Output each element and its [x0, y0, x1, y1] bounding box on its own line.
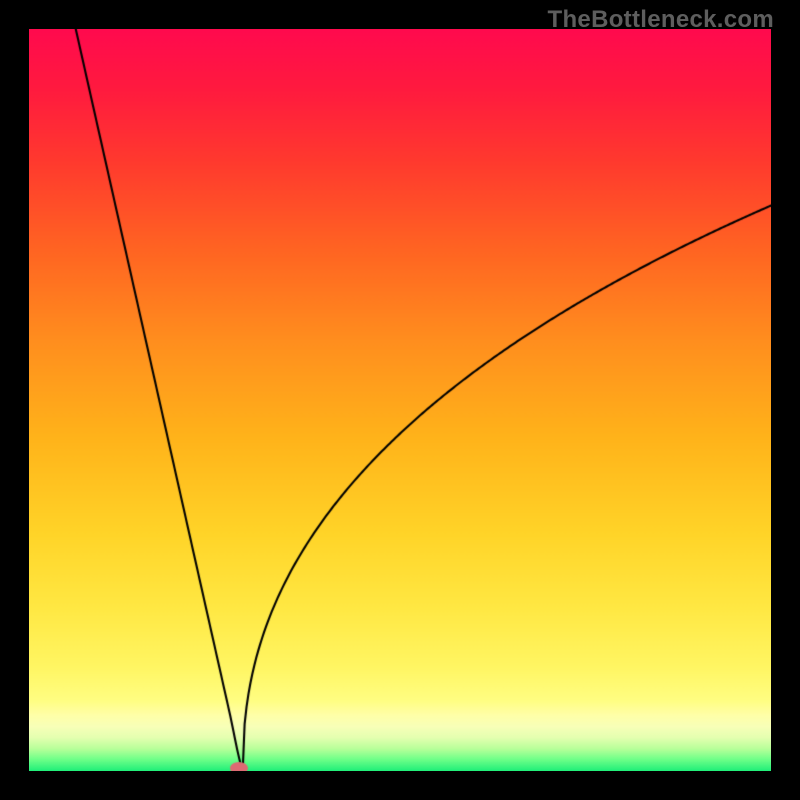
figure-root: TheBottleneck.com — [0, 0, 800, 800]
bottleneck-curve — [29, 29, 771, 771]
plot-area — [29, 29, 771, 771]
watermark-text: TheBottleneck.com — [548, 6, 774, 34]
